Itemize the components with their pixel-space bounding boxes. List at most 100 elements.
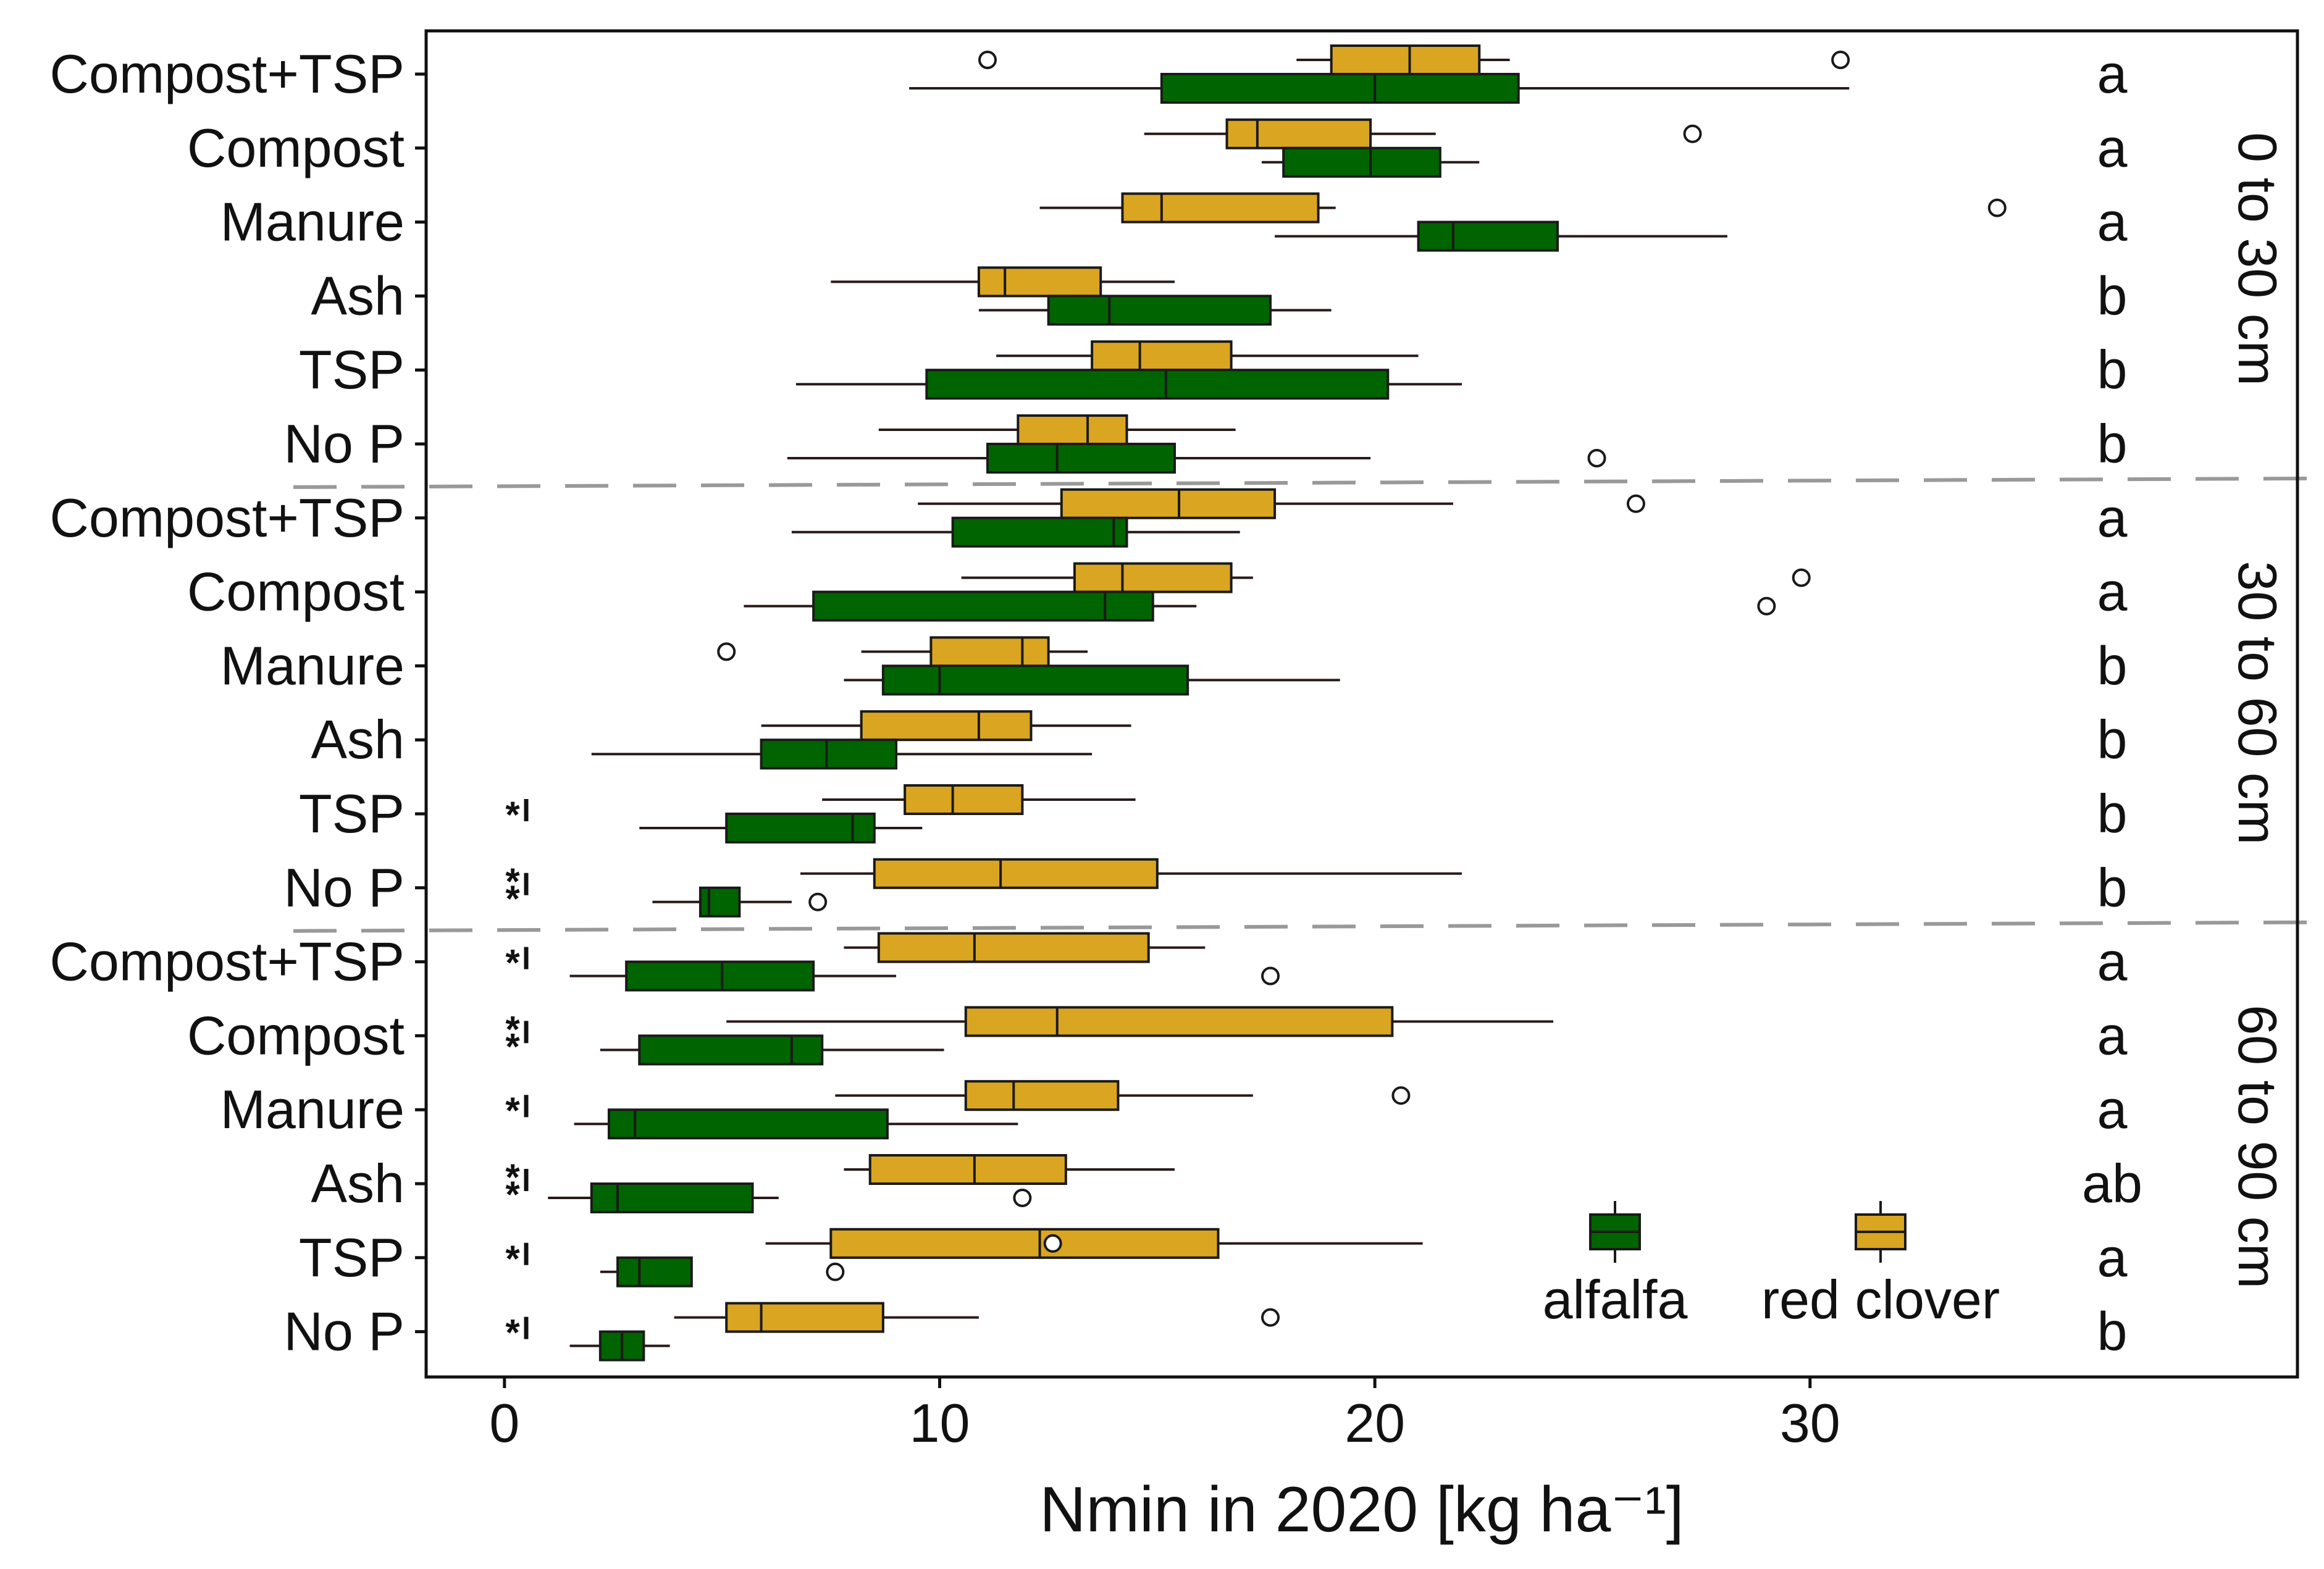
boxes-layer (548, 44, 2007, 1362)
redclover-outlier (1683, 124, 1702, 143)
redclover-box (800, 858, 1462, 889)
alfalfa-iqr (1047, 295, 1272, 326)
alfalfa-box (548, 1182, 1032, 1213)
depth-divider (293, 920, 2307, 933)
significance-letter: b (2097, 413, 2128, 474)
redclover-box (761, 710, 1131, 742)
redclover-box (822, 784, 1136, 815)
star-glyph: * (505, 1026, 520, 1067)
redclover-outlier (1261, 1308, 1280, 1327)
significance-stars: * (505, 1090, 520, 1131)
significance-stars: ** (505, 861, 520, 919)
significance-letter: a (2097, 191, 2128, 253)
y-tick-label: Manure (220, 1079, 405, 1140)
alfalfa-box (600, 1034, 944, 1066)
significance-letter: ab (2082, 1153, 2142, 1214)
significance-star-marker: * (505, 942, 529, 984)
significance-stars: * (505, 942, 520, 984)
redclover-iqr (829, 1228, 1220, 1259)
y-tick-label: Compost+TSP (49, 931, 405, 992)
text-layer: Compost+TSP a Compost a Manure a Ash b TSP b No P b… (49, 43, 2288, 1546)
alfalfa-box (978, 295, 1332, 326)
depth-strip-label: 0 to 30 cm (2227, 132, 2288, 386)
redclover-outlier (1626, 494, 1645, 513)
redclover-iqr (964, 1080, 1120, 1111)
redclover-box (765, 1228, 1423, 1259)
redclover-box (878, 414, 1236, 445)
y-tick-label: TSP (299, 783, 405, 844)
redclover-box (835, 1080, 1411, 1111)
redclover-outlier (1391, 1086, 1411, 1105)
redclover-box (726, 1006, 1554, 1037)
alfalfa-box (795, 369, 1462, 400)
redclover-iqr (873, 858, 1159, 889)
significance-letter: a (2097, 561, 2128, 622)
legend-item-alfalfa: alfalfa (1543, 1201, 1687, 1330)
significance-star-marker: ** (505, 1008, 529, 1067)
redclover-iqr (1017, 414, 1128, 445)
significance-letter: b (2097, 783, 2128, 844)
redclover-iqr (1330, 44, 1481, 75)
alfalfa-outlier (808, 892, 828, 911)
legend-item-redclover: red clover (1761, 1201, 2000, 1330)
y-tick-label: Ash (311, 709, 405, 770)
y-tick-label: Compost (187, 117, 405, 178)
x-axis-title: Nmin in 2020 [kg ha⁻¹] (1039, 1474, 1684, 1546)
y-tick-label: No P (283, 1301, 405, 1362)
redclover-box (831, 266, 1175, 298)
significance-star-marker: ** (505, 1157, 529, 1215)
depth-divider (293, 476, 2307, 489)
redclover-iqr (1121, 192, 1320, 224)
redclover-outlier (1987, 198, 2007, 217)
redclover-box (961, 562, 1811, 593)
alfalfa-box (652, 886, 828, 918)
alfalfa-iqr (607, 1108, 889, 1140)
x-tick-label: 0 (489, 1392, 519, 1454)
depth-strip-label: 30 to 60 cm (2227, 561, 2288, 845)
y-tick-label: Compost (187, 561, 405, 622)
redclover-iqr (1225, 118, 1372, 149)
alfalfa-iqr (725, 813, 876, 843)
alfalfa-iqr (881, 664, 1189, 696)
alfalfa-iqr (1160, 73, 1520, 104)
alfalfa-iqr (812, 590, 1154, 622)
redclover-outlier (1792, 568, 1811, 587)
x-tick-label: 30 (1780, 1392, 1840, 1454)
significance-letter: a (2097, 1079, 2128, 1140)
significance-letter: a (2097, 117, 2128, 178)
y-tick-label: TSP (299, 339, 405, 400)
alfalfa-iqr (698, 886, 741, 918)
significance-stars: ** (505, 1008, 520, 1067)
y-tick-label: Manure (220, 635, 405, 696)
alfalfa-iqr (986, 443, 1176, 474)
alfalfa-box (1275, 220, 1727, 252)
significance-letter: b (2097, 709, 2128, 770)
star-glyph: * (505, 861, 520, 902)
y-tick-label: Ash (311, 1153, 405, 1214)
alfalfa-box (569, 1330, 670, 1362)
alfalfa-box (909, 73, 1850, 104)
star-glyph: * (505, 1008, 520, 1050)
alfalfa-box (791, 516, 1240, 548)
redclover-iqr (877, 932, 1150, 963)
redclover-box (674, 1302, 1280, 1333)
redclover-iqr (977, 266, 1102, 298)
redclover-iqr (964, 1006, 1394, 1037)
star-glyph: * (505, 1157, 520, 1198)
redclover-outlier (1831, 51, 1850, 69)
significance-letter: a (2097, 931, 2128, 992)
alfalfa-outlier (1757, 596, 1776, 616)
significance-letter: b (2097, 635, 2128, 696)
axes-layer (415, 72, 1812, 1388)
redclover-outlier (978, 51, 997, 69)
redclover-box (844, 932, 1206, 963)
significance-letter: b (2097, 265, 2128, 326)
redclover-outlier (717, 642, 736, 661)
redclover-iqr (1060, 488, 1277, 519)
alfalfa-box (591, 738, 1093, 770)
significance-stars: * (505, 1312, 520, 1354)
y-tick-label: Manure (220, 191, 405, 253)
redclover-iqr (904, 784, 1024, 815)
alfalfa-iqr (1417, 220, 1559, 252)
